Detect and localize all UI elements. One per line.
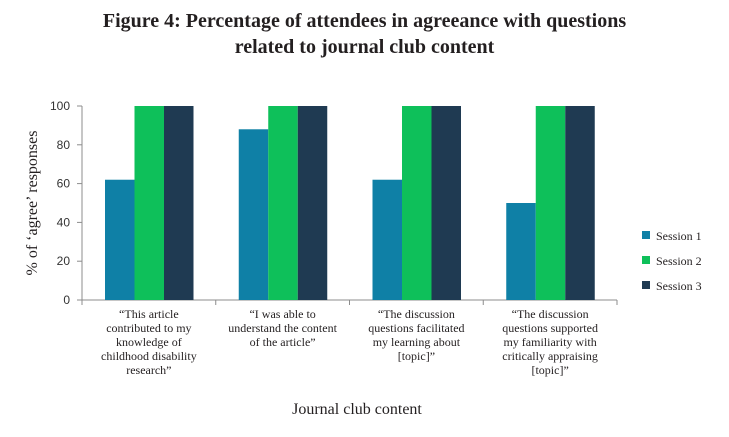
y-tick-label: 80 xyxy=(57,138,71,152)
x-category-label-line: [topic]” xyxy=(398,349,435,363)
bar-session-3 xyxy=(297,106,328,300)
legend-label: Session 2 xyxy=(656,254,702,268)
x-category-label-line: of the article” xyxy=(250,335,316,349)
y-tick-label: 100 xyxy=(50,99,70,113)
chart-title: Figure 4: Percentage of attendees in agr… xyxy=(0,8,729,60)
bar-session-3 xyxy=(565,106,595,300)
x-category-label-line: my familiarity with xyxy=(503,335,596,349)
x-category-label: “The discussion questions facilitated my l… xyxy=(368,307,464,363)
legend-label: Session 3 xyxy=(656,279,702,293)
x-category-label-line: research” xyxy=(126,363,171,377)
y-axis-title: % of ‘agree’ responses xyxy=(24,131,41,276)
x-category-label-line: “I was able to xyxy=(249,307,315,321)
y-tick-label: 40 xyxy=(57,215,71,229)
x-category-label-line: childhood disability xyxy=(101,349,197,363)
bar-session-2 xyxy=(402,106,432,300)
y-tick-label: 20 xyxy=(57,254,71,268)
bar-session-1 xyxy=(506,203,536,300)
x-category-label-line: contributed to my xyxy=(106,321,191,335)
x-category-label-line: knowledge of xyxy=(116,335,182,349)
bar-session-2 xyxy=(268,106,298,300)
x-category-label-line: my learning about xyxy=(373,335,461,349)
x-category-label-line: “The discussion xyxy=(512,307,589,321)
bar-session-2 xyxy=(535,106,566,300)
y-tick-label: 0 xyxy=(63,293,70,307)
legend-swatch xyxy=(642,281,650,289)
bar-session-1 xyxy=(238,129,269,300)
chart-title-line-2: related to journal club content xyxy=(234,36,495,58)
x-category-label: “I was able to understand the content of t… xyxy=(228,307,337,349)
x-category-label: “The discussion questions supported my fam… xyxy=(502,307,598,377)
x-category-label-line: [topic]” xyxy=(531,363,568,377)
x-category-label-line: critically appraising xyxy=(502,349,598,363)
x-category-label: “This article contributed to my knowledge … xyxy=(101,307,197,377)
x-category-label-line: understand the content xyxy=(228,321,337,335)
x-category-label-line: “The discussion xyxy=(378,307,455,321)
x-category-label-line: “This article xyxy=(119,307,179,321)
legend-label: Session 1 xyxy=(656,229,702,243)
y-tick-label: 60 xyxy=(57,177,71,191)
x-category-label-line: questions supported xyxy=(502,321,598,335)
bar-session-1 xyxy=(105,179,135,300)
legend-swatch xyxy=(642,256,650,264)
bar-session-2 xyxy=(134,106,164,300)
x-category-label-line: questions facilitated xyxy=(368,321,464,335)
chart-title-line-1: Figure 4: Percentage of attendees in agr… xyxy=(102,10,627,32)
legend-swatch xyxy=(642,231,650,239)
bar-session-3 xyxy=(431,106,461,300)
x-axis-title: Journal club content xyxy=(292,401,422,418)
bar-session-3 xyxy=(164,106,194,300)
bar-session-1 xyxy=(372,179,402,300)
